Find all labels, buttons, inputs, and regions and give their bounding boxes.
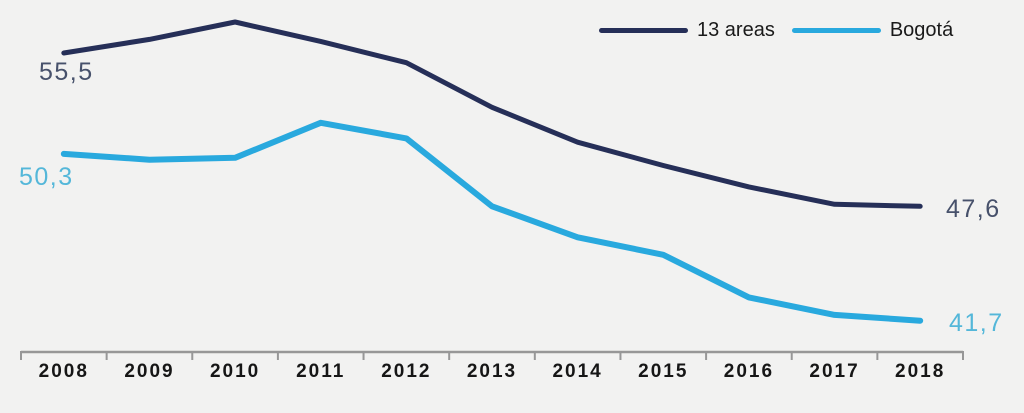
- start-value-label-bogota: 50,3: [19, 163, 74, 191]
- start-value-label-13-areas: 55,5: [39, 58, 94, 86]
- x-axis-label-2018: 2018: [895, 361, 945, 382]
- legend-label-13-areas: 13 areas: [697, 19, 775, 41]
- end-value-label-bogota: 41,7: [949, 309, 1004, 337]
- end-value-label-13-areas: 47,6: [946, 195, 1001, 223]
- x-axis-label-2010: 2010: [210, 361, 260, 382]
- x-axis-label-2016: 2016: [724, 361, 774, 382]
- x-axis-label-2017: 2017: [809, 361, 859, 382]
- x-axis-label-2014: 2014: [552, 361, 602, 382]
- x-axis-label-2008: 2008: [39, 361, 89, 382]
- legend: 13 areas Bogotá: [599, 20, 953, 40]
- legend-item-bogota: Bogotá: [791, 19, 954, 41]
- series-line-13-areas: [61, 19, 923, 209]
- x-axis-label-2011: 2011: [296, 361, 345, 382]
- legend-item-13-areas: 13 areas: [599, 20, 775, 40]
- legend-label-bogota: Bogotá: [889, 19, 954, 41]
- series-line-bogota: [60, 119, 924, 324]
- legend-line-swatch-13-areas: [599, 27, 688, 33]
- x-axis-label-2009: 2009: [124, 361, 174, 382]
- x-axis-label-2015: 2015: [638, 361, 688, 382]
- x-axis-label-2012: 2012: [381, 361, 431, 382]
- x-axis-label-2013: 2013: [467, 361, 517, 382]
- legend-line-swatch-bogota: [791, 27, 881, 33]
